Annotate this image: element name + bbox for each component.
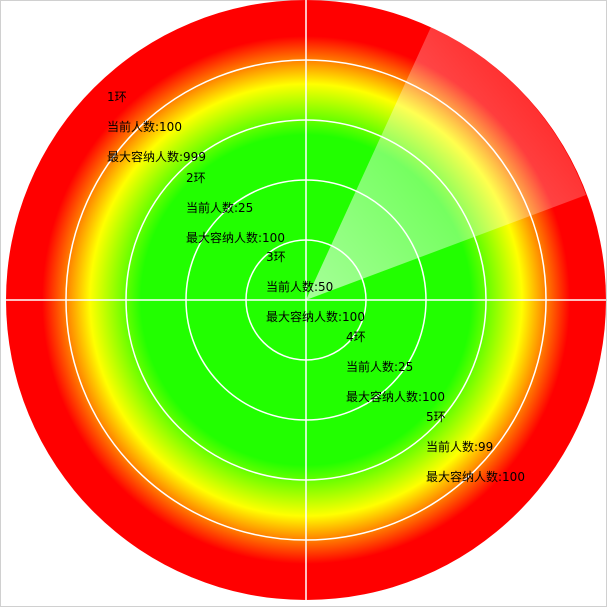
zone-2-max-capacity: 最大容纳人数:100 xyxy=(186,231,285,245)
zone-5-title: 5环 xyxy=(426,410,446,424)
zone-1-title: 1环 xyxy=(107,90,127,104)
zone-3-current-count: 当前人数:50 xyxy=(266,280,334,294)
zone-2-title: 2环 xyxy=(186,171,206,185)
radar-sweep xyxy=(306,27,586,300)
zone-4-title: 4环 xyxy=(346,330,366,344)
zone-3-max-capacity: 最大容纳人数:100 xyxy=(266,310,365,324)
zone-1-current-count: 当前人数:100 xyxy=(107,120,182,134)
zone-1-max-capacity: 最大容纳人数:999 xyxy=(107,150,206,164)
zone-4-max-capacity: 最大容纳人数:100 xyxy=(346,390,445,404)
zone-5-current-count: 当前人数:99 xyxy=(426,440,494,454)
zone-5-max-capacity: 最大容纳人数:100 xyxy=(426,470,525,484)
zone-2-current-count: 当前人数:25 xyxy=(186,201,254,215)
zone-3-title: 3环 xyxy=(266,250,286,264)
zone-4-current-count: 当前人数:25 xyxy=(346,360,414,374)
